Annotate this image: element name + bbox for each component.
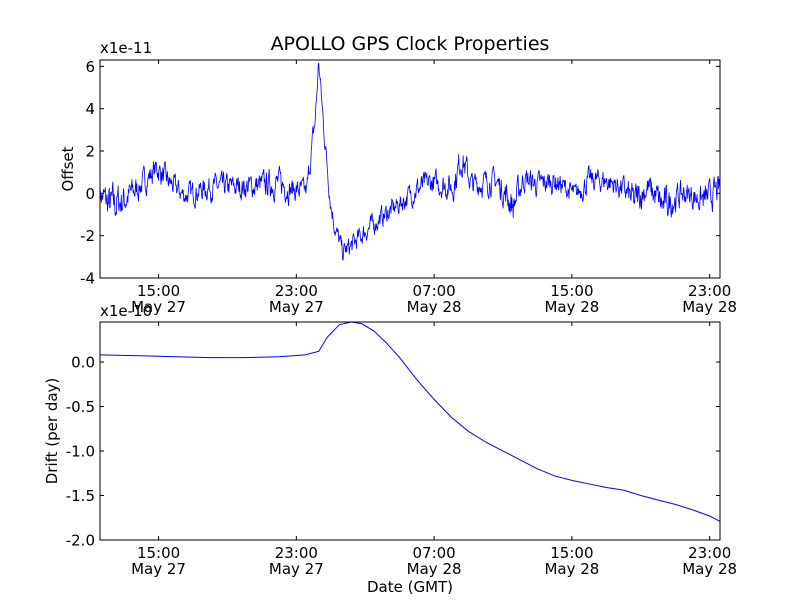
drift-ytick-label: 0.0 <box>71 354 95 372</box>
drift-xtick-time-label: 15:00 <box>550 544 593 562</box>
x-axis-label: Date (GMT) <box>367 578 453 596</box>
offset-ytick-label: -2 <box>80 227 95 245</box>
drift-ytick-label: -0.5 <box>66 398 95 416</box>
drift-xtick-time-label: 07:00 <box>412 544 455 562</box>
offset-ytick-label: 0 <box>85 185 95 203</box>
offset-xtick-time-label: 23:00 <box>275 282 318 300</box>
drift-xtick-date-label: May 27 <box>131 560 186 578</box>
offset-xtick-date-label: May 27 <box>269 298 324 316</box>
drift-series <box>100 322 720 522</box>
offset-xtick-time-label: 15:00 <box>550 282 593 300</box>
drift-xtick-date-label: May 27 <box>269 560 324 578</box>
offset-y-axis-label: Offset <box>59 146 77 191</box>
drift-multiplier-label: x1e-10 <box>100 302 152 320</box>
offset-xtick-date-label: May 27 <box>131 298 186 316</box>
drift-xtick-time-label: 15:00 <box>137 544 180 562</box>
drift-series-line-0 <box>100 322 720 522</box>
drift-plot: x1e-10 Drift (per day) -2.0 -1.5 -1.0 -0.5 0… <box>43 302 737 578</box>
offset-xtick-time-label: 07:00 <box>412 282 455 300</box>
offset-ytick-label: 2 <box>85 143 95 161</box>
offset-xtick-time-label: 15:00 <box>137 282 180 300</box>
offset-ytick-label: 6 <box>85 58 95 76</box>
drift-xtick-date-label: May 28 <box>544 560 599 578</box>
offset-ytick-label: 4 <box>85 100 95 118</box>
offset-xtick-date-label: May 28 <box>544 298 599 316</box>
offset-series <box>100 62 720 261</box>
drift-xtick-time-label: 23:00 <box>688 544 731 562</box>
offset-xtick-date-label: May 28 <box>682 298 737 316</box>
drift-xtick-time-label: 23:00 <box>275 544 318 562</box>
drift-ytick-label: -1.0 <box>66 443 95 461</box>
drift-y-axis-label: Drift (per day) <box>43 378 61 485</box>
offset-xtick-date-label: May 28 <box>407 298 462 316</box>
drift-ytick-label: -1.5 <box>66 487 95 505</box>
chart-title: APOLLO GPS Clock Properties <box>271 33 550 55</box>
drift-axes-frame <box>99 321 721 541</box>
drift-xtick-date-label: May 28 <box>407 560 462 578</box>
offset-series-line-0 <box>100 62 720 261</box>
drift-xtick-date-label: May 28 <box>682 560 737 578</box>
offset-xtick-time-label: 23:00 <box>688 282 731 300</box>
offset-multiplier-label: x1e-11 <box>100 39 152 57</box>
offset-ytick-label: -4 <box>80 270 95 288</box>
drift-ytick-label: -2.0 <box>66 532 95 550</box>
offset-axes-frame <box>99 59 721 279</box>
